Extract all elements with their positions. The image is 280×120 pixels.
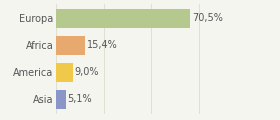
Bar bbox=[56, 63, 73, 82]
Text: 9,0%: 9,0% bbox=[75, 67, 99, 77]
Text: 15,4%: 15,4% bbox=[87, 40, 118, 50]
Bar bbox=[56, 90, 66, 109]
Text: 70,5%: 70,5% bbox=[192, 13, 223, 23]
Bar bbox=[56, 9, 190, 28]
Text: 5,1%: 5,1% bbox=[67, 94, 92, 104]
Bar bbox=[56, 36, 85, 55]
